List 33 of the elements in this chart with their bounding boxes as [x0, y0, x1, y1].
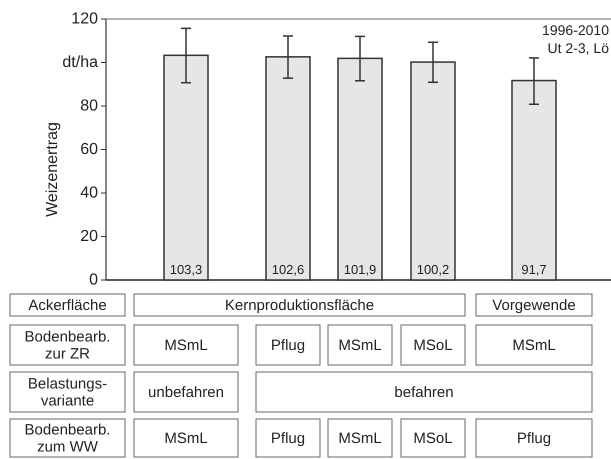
text: Bodenbearb. zum WW	[24, 421, 110, 455]
data-label: 91,7	[521, 262, 547, 277]
text: Pflug	[270, 336, 306, 354]
annotation: 1996-2010	[542, 22, 610, 38]
y-tick-label: 80	[80, 98, 98, 114]
text: Pflug	[270, 430, 306, 446]
data-label: 100,2	[416, 262, 450, 277]
text: befahren	[394, 384, 454, 400]
text: MSmL	[512, 336, 556, 354]
data-label: 103,3	[170, 262, 202, 277]
text: Ackerfläche	[28, 296, 107, 314]
text: MSmL	[164, 430, 208, 446]
text: Pflug	[516, 430, 552, 446]
text: MSoL	[413, 430, 453, 446]
text: MSmL	[338, 336, 382, 354]
y-tick-label: 20	[80, 228, 98, 245]
text: Kernproduktionsfläche	[224, 296, 374, 314]
y-tick-label: 60	[80, 141, 98, 158]
y-tick-label: 40	[80, 184, 98, 202]
text: MSoL	[413, 336, 453, 354]
data-label: 101,9	[344, 262, 376, 277]
y-tick-label: 120	[71, 10, 98, 28]
data-label: 102,6	[272, 262, 304, 277]
text: Vorgewende	[492, 296, 576, 314]
text: Bodenbearb. zur ZR	[24, 328, 110, 362]
y-tick-label: 0	[89, 272, 98, 288]
y-tick-label: dt/ha	[62, 54, 98, 71]
text: MSmL	[338, 430, 382, 446]
text: unbefahren	[148, 384, 224, 400]
annotation: Ut 2-3, Lö	[548, 40, 610, 56]
y-axis-title: Weizenertrag	[44, 122, 61, 217]
text: MSmL	[164, 336, 208, 354]
text: Belastungs- variante	[28, 375, 108, 409]
